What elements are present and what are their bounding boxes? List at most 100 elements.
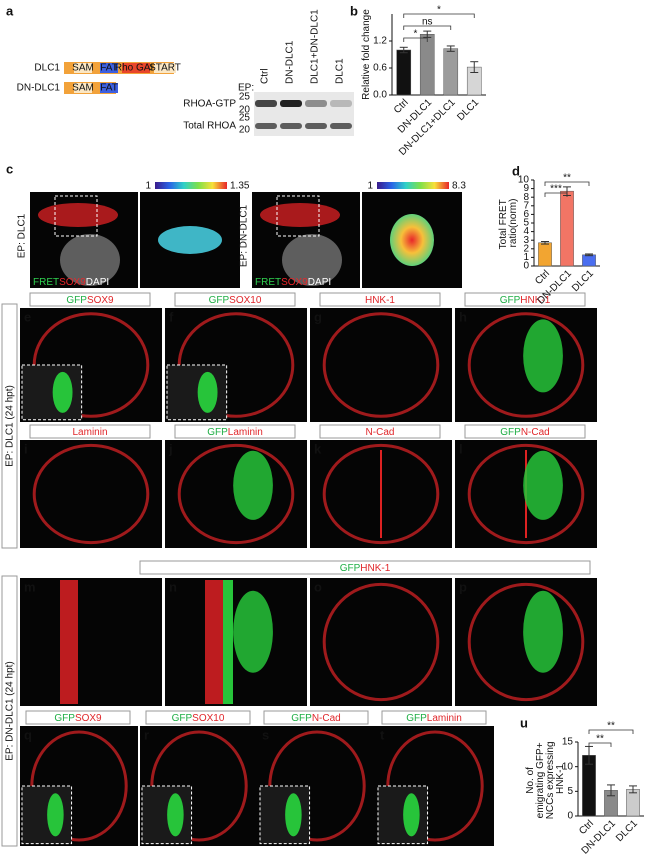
colorbar — [155, 182, 227, 189]
domain — [74, 83, 92, 93]
micrograph — [20, 308, 162, 422]
inset-gfp — [52, 371, 73, 413]
significance-bracket — [403, 25, 452, 30]
significance-bracket — [403, 37, 428, 42]
y-tick-label: 15 — [562, 737, 574, 748]
tissue-outline — [177, 443, 295, 545]
label-box — [29, 424, 151, 439]
image-bg — [20, 440, 162, 548]
y-tick-label: 10 — [562, 761, 574, 772]
y-tick-label: 1 — [523, 252, 529, 263]
y-tick-label: 7 — [523, 200, 529, 211]
fret-map — [390, 214, 434, 266]
stain-part: Laminin — [228, 427, 263, 438]
label-box — [381, 710, 487, 725]
bar — [443, 48, 459, 96]
micrograph — [165, 440, 307, 548]
stain-label: GFPLaminin — [406, 713, 462, 724]
stain-part: GFP — [209, 295, 230, 306]
micrograph — [455, 578, 597, 706]
y-axis-title: Total FRET ratio(norm) — [498, 197, 519, 250]
micrograph — [20, 578, 162, 706]
side-label: EP: DN-DLC1 (24 hpt) — [5, 661, 16, 760]
stain-part: DAPI — [86, 277, 109, 288]
inset-gfp — [197, 371, 218, 413]
side-box — [1, 303, 18, 549]
ep-label: EP: DN-DLC1 — [239, 204, 250, 267]
x-tick-label: Ctrl — [392, 97, 411, 116]
label-box — [174, 424, 296, 439]
stain-label: GFPN-Cad — [500, 427, 549, 438]
stain-label: Laminin — [72, 427, 107, 438]
blot-row-label: RHOA-GTP — [183, 99, 236, 110]
label-box — [319, 424, 441, 439]
micrograph — [20, 440, 162, 548]
label-box — [25, 710, 131, 725]
panel-letter: j — [168, 441, 173, 456]
tissue-outline — [467, 443, 585, 545]
significance-label: * — [414, 29, 418, 40]
panel-letter: f — [169, 309, 174, 324]
domain-label: START — [149, 63, 181, 74]
y-axis-title-line: NCCs expressing — [545, 739, 556, 820]
domain-label: FAT — [100, 83, 118, 94]
y-axis-title-line: ratio(norm) — [508, 199, 519, 248]
inset-box — [21, 364, 83, 421]
stain-part: GFP — [340, 563, 361, 574]
bar — [626, 789, 640, 817]
stain-label: GFPSOX10 — [209, 295, 262, 306]
inset-box — [259, 785, 311, 845]
y-axis-title-line: emigrating GFP+ — [535, 740, 546, 819]
y-tick-label: 5 — [523, 218, 529, 229]
mw-marker: 20 — [239, 125, 251, 136]
stain-label: HNK-1 — [365, 295, 395, 306]
significance-label: ** — [607, 721, 615, 732]
panel-letter: q — [24, 727, 32, 742]
construct-name: DLC1 — [34, 63, 60, 74]
stain-part: SOX9 — [75, 713, 102, 724]
tissue-outline — [467, 582, 585, 702]
panel-letter: m — [24, 579, 36, 594]
dapi — [282, 234, 342, 286]
stain-part: Laminin — [72, 427, 107, 438]
bar — [582, 254, 596, 267]
y-tick-label: 2 — [523, 243, 529, 254]
y-tick-label: 0 — [567, 811, 573, 822]
stain-part: DAPI — [308, 277, 331, 288]
domain-label: SAM — [72, 63, 94, 74]
band — [255, 123, 277, 129]
fret-map — [158, 226, 222, 254]
stain-part: HNK-1 — [520, 295, 550, 306]
y-tick-label: 8 — [523, 192, 529, 203]
tissue-outline — [32, 443, 150, 545]
lane-label: DLC1 — [335, 58, 346, 84]
significance-bracket — [544, 192, 568, 197]
inset-box — [166, 364, 228, 421]
band — [305, 100, 327, 107]
label-box — [29, 292, 151, 307]
domain — [100, 63, 118, 73]
hnk1-band — [205, 580, 223, 704]
tissue-outline — [322, 312, 440, 418]
panel-letter: c — [6, 161, 13, 176]
panel-letter: u — [520, 715, 528, 730]
y-tick-label: 1.2 — [373, 36, 387, 47]
blot — [254, 92, 354, 136]
band — [330, 123, 352, 129]
roi — [276, 195, 320, 237]
hnk1-band — [60, 580, 78, 704]
section-header: GFPHNK-1 — [340, 563, 391, 574]
panel-letter: b — [350, 3, 358, 18]
panel-letter: n — [169, 579, 177, 594]
y-tick-label: 3 — [523, 235, 529, 246]
significance-bracket — [588, 729, 634, 734]
panel-letter: t — [380, 727, 385, 742]
bar — [560, 190, 574, 267]
micrograph — [376, 726, 494, 846]
tissue-outline — [322, 443, 440, 545]
y-axis-title: No. of emigrating GFP+ NCCs expressing H… — [525, 739, 566, 820]
tissue-outline — [467, 312, 585, 418]
y-tick-label: 0.0 — [373, 90, 387, 101]
